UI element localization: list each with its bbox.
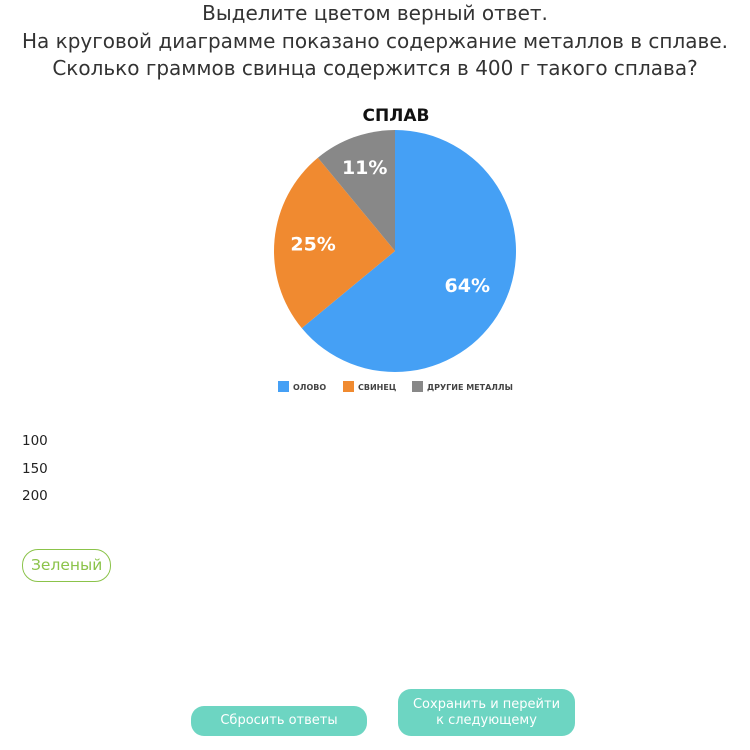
legend-label-2: ДРУГИЕ МЕТАЛЛЫ bbox=[427, 383, 513, 392]
pie-data-label-0: 64% bbox=[445, 275, 490, 297]
legend-swatch-0 bbox=[278, 381, 289, 392]
question-line-instruction: Выделите цветом верный ответ. bbox=[202, 1, 548, 25]
question-text: Выделите цветом верный ответ. На кругово… bbox=[0, 0, 750, 83]
pie-chart: СПЛАВ 64% 25% 11% ОЛОВО СВИНЕЦ ДРУГИЕ МЕТАЛЛ… bbox=[250, 100, 540, 400]
pie-chart-svg: СПЛАВ 64% 25% 11% ОЛОВО СВИНЕЦ ДРУГИЕ МЕТАЛЛ… bbox=[274, 106, 517, 392]
legend-label-1: СВИНЕЦ bbox=[358, 383, 396, 392]
question-line-prompt: Сколько граммов свинца содержится в 400 … bbox=[52, 56, 698, 80]
pie-slice-0 bbox=[301, 130, 517, 373]
chart-legend: ОЛОВО СВИНЕЦ ДРУГИЕ МЕТАЛЛЫ bbox=[278, 381, 513, 392]
pie-slices bbox=[274, 130, 517, 373]
answer-options: 100 150 200 bbox=[22, 432, 48, 515]
save-and-next-button[interactable]: Сохранить и перейти к следующему bbox=[398, 689, 575, 736]
legend-swatch-1 bbox=[343, 381, 354, 392]
answer-option-200[interactable]: 200 bbox=[22, 488, 48, 504]
question-line-context: На круговой диаграмме показано содержани… bbox=[22, 28, 728, 53]
legend-swatch-2 bbox=[412, 381, 423, 392]
color-green-chip[interactable]: Зеленый bbox=[22, 549, 112, 582]
save-and-next-label: Сохранить и перейти к следующему bbox=[412, 696, 561, 728]
answer-option-100[interactable]: 100 bbox=[22, 433, 48, 449]
pie-data-label-1: 25% bbox=[290, 233, 335, 255]
pie-data-labels: 64% 25% 11% bbox=[290, 157, 490, 297]
legend-item-1: СВИНЕЦ bbox=[343, 381, 396, 392]
legend-label-0: ОЛОВО bbox=[293, 383, 326, 392]
pie-slice-2 bbox=[317, 130, 395, 251]
chart-title: СПЛАВ bbox=[363, 106, 430, 126]
legend-item-0: ОЛОВО bbox=[278, 381, 326, 392]
pie-slice-1 bbox=[274, 157, 395, 329]
answer-option-150[interactable]: 150 bbox=[22, 460, 48, 477]
pie-data-label-2: 11% bbox=[342, 157, 387, 179]
reset-answers-button[interactable]: Сбросить ответы bbox=[191, 706, 367, 736]
legend-item-2: ДРУГИЕ МЕТАЛЛЫ bbox=[412, 381, 513, 392]
